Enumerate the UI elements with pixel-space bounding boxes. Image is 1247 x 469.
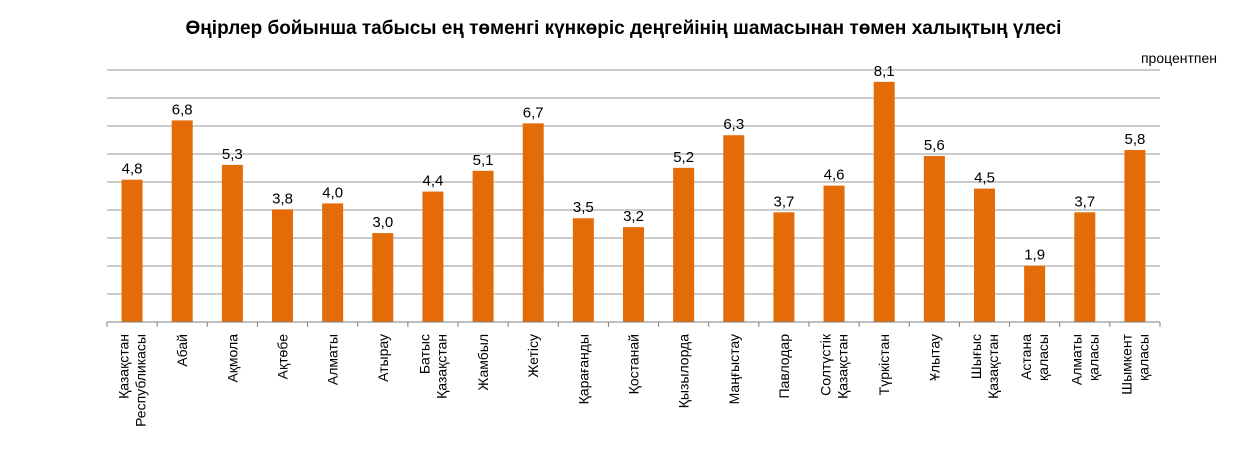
value-label: 3,0 bbox=[372, 214, 393, 231]
x-tick-label: Маңғыстау bbox=[726, 334, 742, 404]
value-label: 5,2 bbox=[673, 149, 694, 166]
value-label: 4,4 bbox=[422, 173, 443, 190]
bar bbox=[923, 155, 945, 322]
value-label: 4,8 bbox=[122, 161, 143, 178]
bar bbox=[121, 179, 143, 322]
x-tick-label: Астана bbox=[1018, 334, 1034, 380]
bar bbox=[1124, 150, 1146, 322]
value-label: 5,1 bbox=[473, 152, 494, 169]
value-label: 3,7 bbox=[1074, 193, 1095, 210]
x-tick-label: Қазақстан bbox=[433, 334, 449, 399]
bar bbox=[673, 167, 695, 322]
x-tick-label: Шымкент bbox=[1118, 333, 1134, 394]
bar bbox=[873, 81, 895, 322]
x-tick-label: Ақтөбе bbox=[275, 334, 291, 380]
value-label: 6,8 bbox=[172, 101, 193, 118]
bars bbox=[121, 81, 1146, 323]
value-label: 3,2 bbox=[623, 208, 644, 225]
bar bbox=[322, 203, 344, 322]
chart-title: Өңірлер бойынша табысы ең төменгі күнкөр… bbox=[185, 18, 1062, 39]
value-label: 5,8 bbox=[1124, 131, 1145, 148]
x-tick-label: Атырау bbox=[375, 334, 391, 382]
x-tick-label: Абай bbox=[174, 334, 190, 367]
x-tick-label: Алматы bbox=[1068, 334, 1084, 385]
x-tick-label: Қостанай bbox=[626, 334, 642, 394]
value-label: 8,1 bbox=[874, 63, 895, 80]
x-tick-label: Батыс bbox=[416, 334, 432, 374]
bar bbox=[773, 212, 795, 322]
x-axis bbox=[106, 321, 1161, 327]
value-label: 5,6 bbox=[924, 137, 945, 154]
value-labels: 4,8 6,8 5,3 3,8 4,0 3,0 4,4 5,1 6,7 3,5 3,2 5,2 6,3 3… bbox=[122, 63, 1146, 264]
unit-label: процентпен bbox=[1140, 50, 1217, 66]
bar bbox=[221, 164, 243, 322]
x-tick-label: қаласы bbox=[1135, 334, 1151, 381]
value-label: 6,7 bbox=[523, 104, 544, 121]
bar bbox=[1024, 265, 1046, 322]
x-tick-label: Ақмола bbox=[224, 334, 240, 383]
bar bbox=[974, 188, 995, 322]
x-tick-label: Қазақстан bbox=[835, 334, 851, 399]
x-tick-label: Қазақстан bbox=[985, 334, 1001, 399]
bar bbox=[1074, 212, 1096, 322]
value-label: 3,7 bbox=[773, 193, 794, 210]
bar bbox=[272, 209, 293, 322]
x-tick-label: Ұлытау bbox=[926, 334, 942, 381]
bar bbox=[522, 123, 544, 322]
value-label: 6,3 bbox=[723, 116, 744, 133]
x-tick-label: Жетісу bbox=[525, 334, 541, 378]
x-tick-label: Павлодар bbox=[776, 334, 792, 399]
bar bbox=[823, 185, 845, 322]
value-label: 4,0 bbox=[322, 184, 343, 201]
x-tick-label: Түркістан bbox=[876, 334, 892, 395]
bar bbox=[723, 135, 745, 322]
bar bbox=[171, 120, 193, 323]
x-tick-label: Республикасы bbox=[133, 334, 149, 427]
x-tick-label: Қазақстан bbox=[116, 334, 132, 399]
x-tick-label: Қызылорда bbox=[676, 334, 692, 408]
x-tick-label: Солтүстік bbox=[818, 333, 834, 396]
bar bbox=[372, 233, 394, 322]
value-label: 4,6 bbox=[824, 167, 845, 184]
value-label: 1,9 bbox=[1024, 247, 1045, 264]
bar bbox=[623, 227, 644, 322]
x-tick-label: қаласы bbox=[1085, 334, 1101, 381]
bar bbox=[472, 170, 494, 322]
x-tick-label: Жамбыл bbox=[475, 334, 491, 391]
x-tick-label: Алматы bbox=[325, 334, 341, 385]
value-label: 4,5 bbox=[974, 170, 995, 187]
value-label: 5,3 bbox=[222, 146, 243, 163]
x-tick-label: Шығыс bbox=[968, 334, 984, 379]
value-label: 3,8 bbox=[272, 190, 293, 207]
bar bbox=[572, 218, 594, 322]
x-tick-label: Қарағанды bbox=[575, 334, 591, 404]
x-tick-labels: Қазақстан Республикасы Абай Ақмола Ақтөбе Алм… bbox=[116, 333, 1152, 427]
x-tick-label: қаласы bbox=[1035, 334, 1051, 381]
bar bbox=[422, 191, 444, 322]
value-label: 3,5 bbox=[573, 199, 594, 216]
